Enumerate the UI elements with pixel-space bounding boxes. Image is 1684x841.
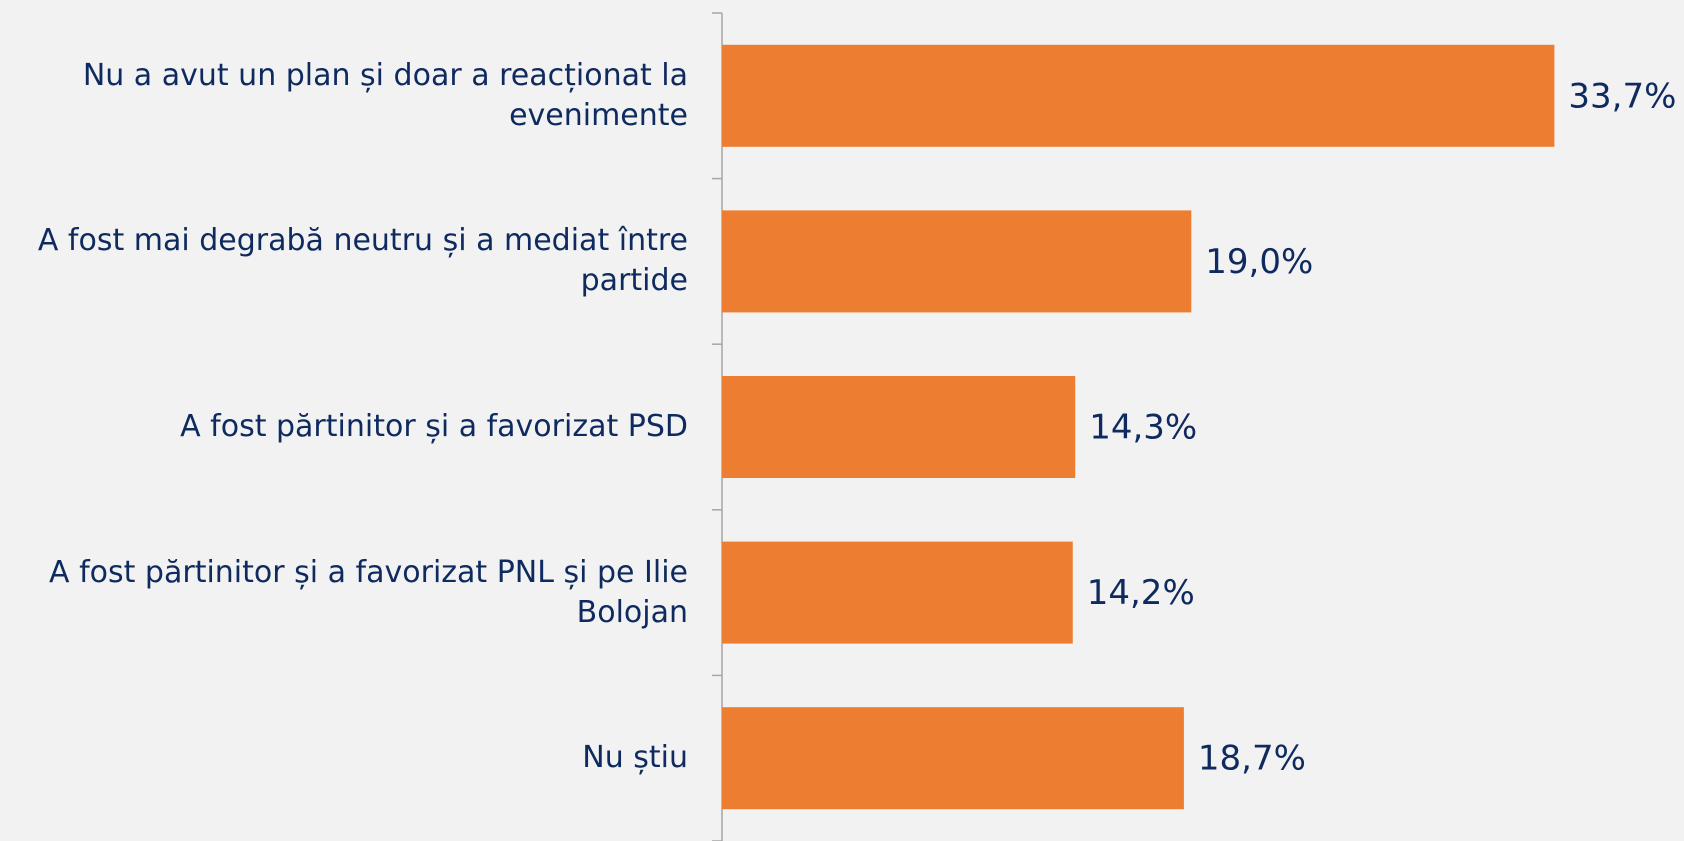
data-label: 14,2%: [1087, 573, 1195, 613]
data-label: 33,7%: [1568, 76, 1676, 116]
bar: [722, 707, 1184, 810]
category-label: Nu știu: [582, 740, 688, 776]
category-label: A fost părtinitor și a favorizat PSD: [180, 409, 688, 444]
bar: [722, 210, 1192, 313]
data-label: 14,3%: [1089, 408, 1197, 448]
category-label: A fost mai degrabă neutru și a mediat în…: [37, 223, 688, 299]
category-label: Nu a avut un plan și doar a reacționat l…: [82, 57, 688, 133]
data-label: 19,0%: [1205, 242, 1313, 282]
bar: [722, 541, 1073, 644]
data-label: 18,7%: [1198, 739, 1306, 779]
bar: [722, 376, 1076, 478]
bar: [722, 44, 1555, 147]
category-label: A fost părtinitor și a favorizat PNL și …: [49, 554, 688, 630]
